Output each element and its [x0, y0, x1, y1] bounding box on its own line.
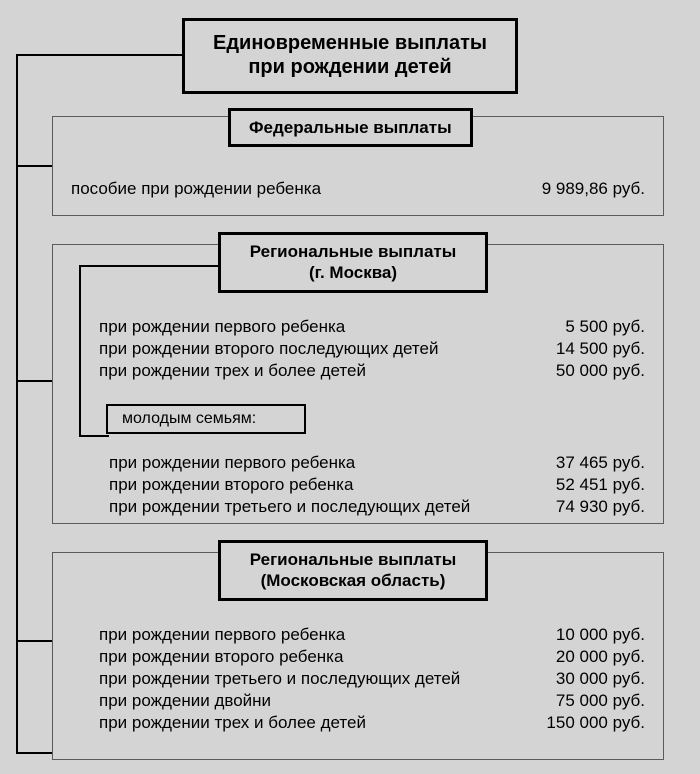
moscow-row: при рождении трех и более детей 50 000 р…	[53, 361, 663, 381]
row-label: при рождении третьего и последующих дете…	[71, 669, 460, 689]
oblast-row: при рождении трех и более детей 150 000 …	[53, 713, 663, 733]
oblast-row: при рождении первого ребенка 10 000 руб.	[53, 625, 663, 645]
connector	[79, 435, 109, 437]
moscow-row: при рождении второго последующих детей 1…	[53, 339, 663, 359]
connector	[16, 752, 52, 754]
row-value: 74 930 руб.	[556, 497, 645, 517]
row-value: 30 000 руб.	[556, 669, 645, 689]
row-value: 75 000 руб.	[556, 691, 645, 711]
young-family-row: при рождении третьего и последующих дете…	[53, 497, 663, 517]
row-value: 52 451 руб.	[556, 475, 645, 495]
row-value: 10 000 руб.	[556, 625, 645, 645]
row-label: при рождении второго ребенка	[71, 647, 343, 667]
oblast-row: при рождении второго ребенка 20 000 руб.	[53, 647, 663, 667]
sub-header-text: молодым семьям:	[122, 410, 256, 427]
young-family-row: при рождении второго ребенка 52 451 руб.	[53, 475, 663, 495]
oblast-row: при рождении двойни 75 000 руб.	[53, 691, 663, 711]
connector	[16, 380, 52, 382]
row-label: при рождении второго последующих детей	[71, 339, 438, 359]
row-label: при рождении трех и более детей	[71, 361, 366, 381]
row-value: 9 989,86 руб.	[542, 179, 645, 199]
row-label: при рождении первого ребенка	[109, 453, 355, 473]
header-text: Федеральные выплаты	[249, 118, 452, 137]
row-value: 14 500 руб.	[556, 339, 645, 359]
header-line2: (Московская область)	[239, 570, 467, 591]
diagram-canvas: Единовременные выплаты при рождении дете…	[0, 0, 700, 774]
row-label: при рождении трех и более детей	[71, 713, 366, 733]
connector	[16, 54, 18, 754]
oblast-header: Региональные выплаты (Московская область…	[218, 540, 488, 601]
moscow-header: Региональные выплаты (г. Москва)	[218, 232, 488, 293]
row-label: при рождении третьего и последующих дете…	[109, 497, 470, 517]
row-label: при рождении второго ребенка	[109, 475, 353, 495]
row-value: 5 500 руб.	[565, 317, 645, 337]
header-line2: (г. Москва)	[239, 262, 467, 283]
main-title-box: Единовременные выплаты при рождении дете…	[182, 18, 518, 94]
row-value: 50 000 руб.	[556, 361, 645, 381]
federal-row: пособие при рождении ребенка 9 989,86 ру…	[53, 179, 663, 199]
row-label: пособие при рождении ребенка	[71, 179, 321, 199]
young-family-row: при рождении первого ребенка 37 465 руб.	[53, 453, 663, 473]
row-label: при рождении первого ребенка	[71, 625, 345, 645]
header-line1: Региональные выплаты	[239, 241, 467, 262]
row-label: при рождении первого ребенка	[71, 317, 345, 337]
moscow-row: при рождении первого ребенка 5 500 руб.	[53, 317, 663, 337]
connector	[16, 54, 182, 56]
row-value: 150 000 руб.	[546, 713, 645, 733]
young-families-header: молодым семьям:	[106, 404, 306, 434]
main-title: Единовременные выплаты при рождении дете…	[213, 32, 487, 78]
federal-header: Федеральные выплаты	[228, 108, 473, 147]
oblast-row: при рождении третьего и последующих дете…	[53, 669, 663, 689]
header-line1: Региональные выплаты	[239, 549, 467, 570]
connector	[79, 265, 219, 267]
row-value: 20 000 руб.	[556, 647, 645, 667]
connector	[16, 640, 52, 642]
connector	[16, 165, 52, 167]
row-value: 37 465 руб.	[556, 453, 645, 473]
row-label: при рождении двойни	[71, 691, 271, 711]
